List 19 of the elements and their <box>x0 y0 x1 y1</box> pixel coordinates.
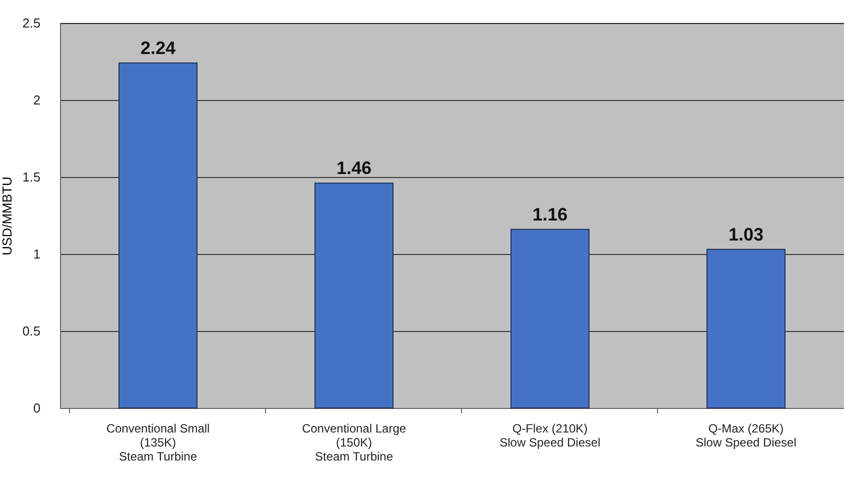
bar <box>706 248 786 408</box>
x-tick-label: Conventional Small (135K) Steam Turbine <box>106 422 210 464</box>
y-tick-label: 0 <box>33 400 40 416</box>
x-tick-label: Q-Flex (210K) Slow Speed Diesel <box>500 422 600 450</box>
y-tick-label: 2.5 <box>22 16 40 30</box>
y-tick-label: 1.5 <box>22 170 40 184</box>
y-tick-label: 1 <box>33 246 40 262</box>
data-label: 2.24 <box>140 38 176 58</box>
y-tick-label: 0.5 <box>22 324 40 338</box>
data-label: 1.16 <box>532 204 568 224</box>
y-tick-label: 2 <box>33 92 40 108</box>
x-tick-label: Conventional Large (150K) Steam Turbine <box>302 422 406 464</box>
x-tick-label: Q-Max (265K) Slow Speed Diesel <box>696 422 796 450</box>
bar <box>510 228 590 408</box>
y-axis-title: USD/MMBTU <box>0 176 14 256</box>
data-label: 1.03 <box>728 224 764 244</box>
data-label: 1.46 <box>336 158 372 178</box>
bar <box>314 182 394 408</box>
bar <box>118 62 198 408</box>
